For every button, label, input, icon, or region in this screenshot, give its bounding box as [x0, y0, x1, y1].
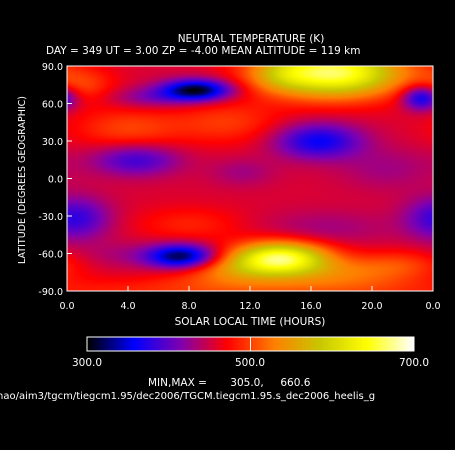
x-tick-label: 4.0: [120, 301, 135, 312]
y-tick-label: 90.0: [42, 62, 63, 73]
y-tick-label: -90.0: [38, 287, 63, 298]
y-axis-label: LATITUDE (DEGREES GEOGRAPHIC): [17, 96, 28, 264]
file-path: hao/aim3/tgcm/tiegcm1.95/dec2006/TGCM.ti…: [0, 391, 375, 402]
y-tick-label: 60.0: [42, 100, 63, 111]
colorbar-min-label: 300.0: [72, 357, 102, 369]
heatmap-field: [67, 66, 433, 291]
x-tick-label: 8.0: [181, 301, 196, 312]
x-tick-label: 20.0: [361, 301, 382, 312]
colorbar: 300.0 500.0 700.0: [72, 336, 429, 369]
chart-title: NEUTRAL TEMPERATURE (K): [178, 33, 325, 45]
y-tick-label: -30.0: [38, 212, 63, 223]
x-tick-label: 0.0: [425, 301, 440, 312]
min-max-readout: MIN,MAX = 305.0, 660.6: [148, 377, 311, 389]
x-tick-label: 0.0: [59, 301, 74, 312]
y-tick-label: 30.0: [42, 137, 63, 148]
y-axis: 90.0 60.0 30.0 0.0 -30.0 -60.0 -90.0: [38, 62, 72, 298]
x-axis: 0.0 4.0 8.0 12.0 16.0 20.0 0.0: [59, 286, 441, 312]
heatmap-plot: 0.0 4.0 8.0 12.0 16.0 20.0 0.0 90.0 60.0 30.0 0.0…: [38, 62, 440, 312]
chart-subtitle: DAY = 349 UT = 3.00 ZP = -4.00 MEAN ALTI…: [46, 45, 360, 57]
x-axis-label: SOLAR LOCAL TIME (HOURS): [175, 316, 326, 328]
x-tick-label: 12.0: [239, 301, 260, 312]
y-tick-label: 0.0: [48, 175, 63, 186]
colorbar-mid-label: 500.0: [235, 357, 265, 369]
y-tick-label: -60.0: [38, 250, 63, 261]
x-tick-label: 16.0: [300, 301, 321, 312]
colorbar-max-label: 700.0: [399, 357, 429, 369]
